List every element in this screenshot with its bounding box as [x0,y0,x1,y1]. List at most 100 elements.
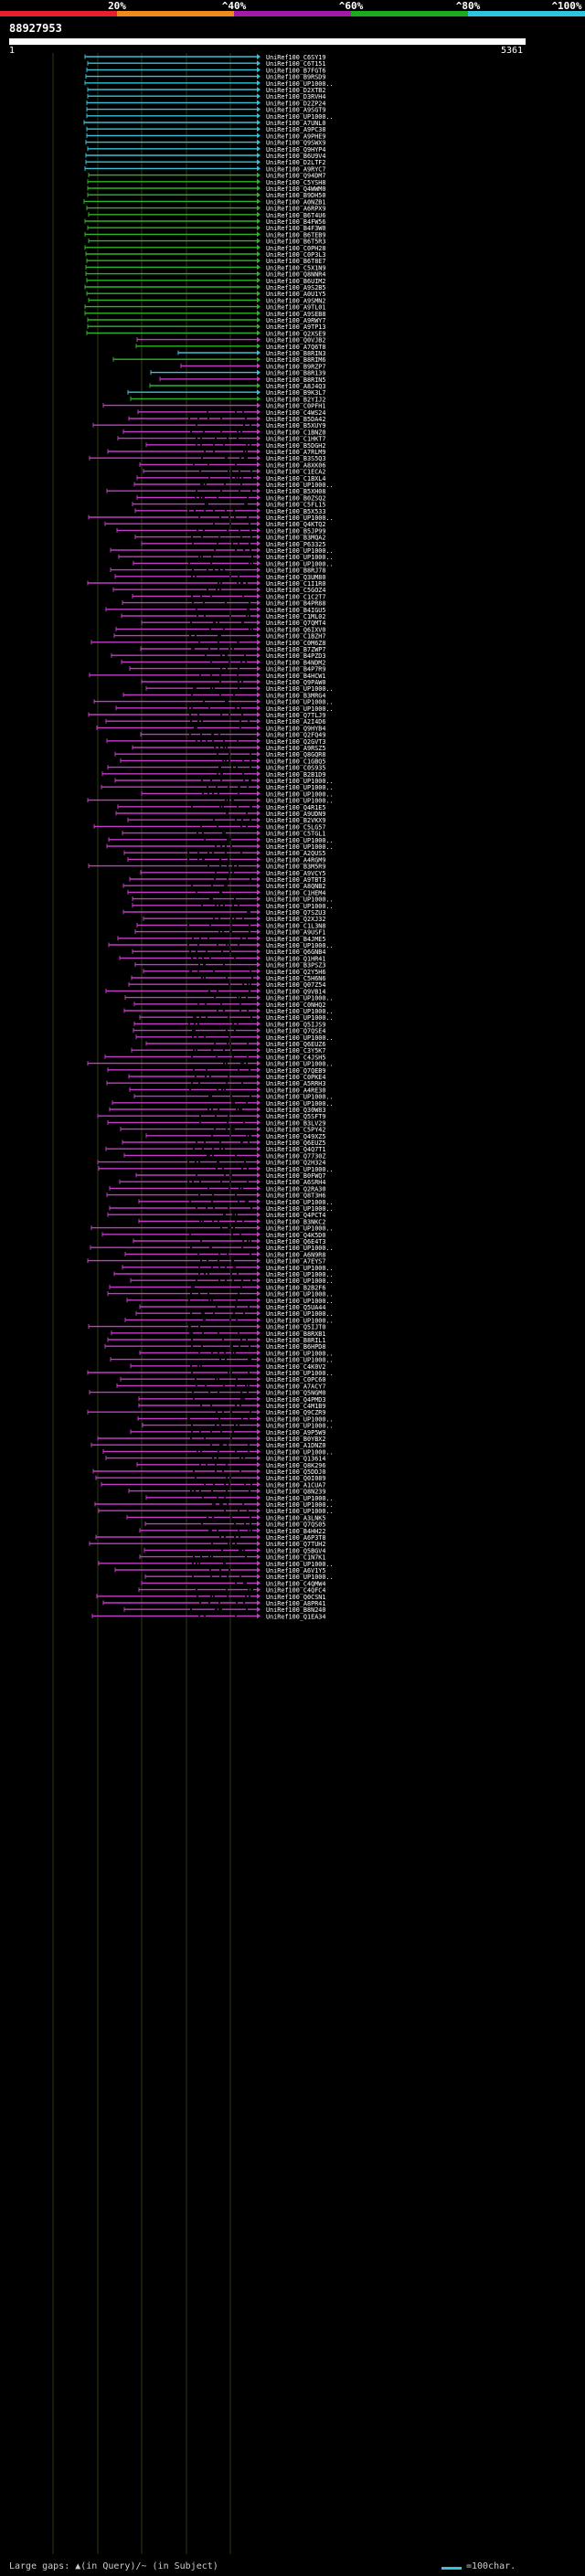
hit-label[interactable]: UniRef100_Q9VB14 [266,988,325,995]
hit-row[interactable]: UniRef100_UP1000.. [90,1224,334,1233]
hit-label[interactable]: UniRef100_C0PC60 [266,1376,325,1383]
hit-row[interactable]: UniRef100_UP1000.. [113,1271,334,1278]
hit-label[interactable]: UniRef100_Q5IJS9 [266,1021,325,1028]
hit-row[interactable]: UniRef100_UP1000.. [124,994,334,1002]
hit-label[interactable]: UniRef100_Q9HYB4 [266,725,325,732]
hit-label[interactable]: UniRef100_B3LV29 [266,1119,325,1127]
hit-row[interactable]: UniRef100_B4FW56 [84,218,325,226]
hit-row[interactable]: UniRef100_B8RJ78 [110,567,325,575]
hit-row[interactable]: UniRef100_B4JME5 [117,935,325,943]
hit-row[interactable]: UniRef100_A9S2B5 [84,284,325,292]
hit-label[interactable]: UniRef100_B8RIL1 [266,1337,325,1344]
hit-row[interactable]: UniRef100_C1ECA2 [143,468,325,476]
hit-row[interactable]: UniRef100_B5XH08 [106,488,325,495]
hit-label[interactable]: UniRef100_UP1000.. [266,1415,334,1423]
hit-row[interactable]: UniRef100_UP1000.. [133,1093,334,1101]
hit-row[interactable]: UniRef100_A1DNZ0 [90,1442,325,1449]
hit-label[interactable]: UniRef100_C1ML02 [266,613,325,620]
hit-row[interactable]: UniRef100_C6T151 [87,60,325,68]
hit-row[interactable]: UniRef100_UP1000.. [110,547,334,555]
hit-label[interactable]: UniRef100_UP1000.. [266,843,334,851]
hit-label[interactable]: UniRef100_D2LTF2 [266,159,325,166]
hit-label[interactable]: UniRef100_Q6E4T3 [266,1238,325,1246]
hit-row[interactable]: UniRef100_UP1000.. [144,1574,334,1581]
hit-row[interactable]: UniRef100_A6RPX9 [86,205,325,213]
hit-row[interactable]: UniRef100_UP1000.. [138,1198,334,1206]
hit-label[interactable]: UniRef100_C6T151 [266,60,325,68]
hit-row[interactable]: UniRef100_Q5BGV4 [144,1547,325,1554]
hit-row[interactable]: UniRef100_Q4R1E5 [117,803,325,811]
hit-row[interactable]: UniRef100_A9RSZ5 [132,745,325,752]
hit-row[interactable]: UniRef100_A9PC38 [86,126,325,133]
hit-row[interactable]: UniRef100_P63325 [141,540,325,548]
hit-row[interactable]: UniRef100_B6T5R3 [88,238,325,246]
hit-label[interactable]: UniRef100_UP1000.. [266,1008,334,1015]
hit-label[interactable]: UniRef100_UP1000.. [266,482,334,489]
hit-label[interactable]: UniRef100_A9P5W9 [266,1429,325,1436]
hit-row[interactable]: UniRef100_Q9PAW0 [141,679,325,686]
hit-row[interactable]: UniRef100_A7EYS7 [87,1257,325,1266]
hit-row[interactable]: UniRef100_A4RE30 [129,1087,325,1094]
hit-row[interactable]: UniRef100_UP1000.. [133,482,334,489]
hit-row[interactable]: UniRef100_Q5IJT0 [88,1323,325,1331]
hit-row[interactable]: UniRef100_Q2FQ49 [140,731,325,739]
hit-label[interactable]: UniRef100_A7Q6T8 [266,344,325,351]
hit-row[interactable]: UniRef100_UP1000.. [108,836,334,844]
hit-label[interactable]: UniRef100_B4PR88 [266,600,325,608]
hit-row[interactable]: UniRef100_UP1000.. [109,1205,334,1213]
hit-row[interactable]: UniRef100_B8R139 [150,369,325,377]
hit-label[interactable]: UniRef100_UP1000.. [266,1574,334,1581]
hit-label[interactable]: UniRef100_Q9SWX9 [266,140,325,147]
hit-label[interactable]: UniRef100_Q6IXV0 [266,626,325,633]
hit-label[interactable]: UniRef100_B6T5R3 [266,239,325,246]
hit-label[interactable]: UniRef100_A0NZB1 [266,198,325,206]
hit-row[interactable]: UniRef100_Q4K5D0 [101,1231,325,1239]
hit-label[interactable]: UniRef100_Q4KTQ2 [266,521,325,528]
hit-label[interactable]: UniRef100_Q2XSE9 [266,330,325,337]
hit-row[interactable]: UniRef100_A9TL01 [84,303,325,312]
hit-label[interactable]: UniRef100_Q9HYP4 [266,146,325,154]
hit-label[interactable]: UniRef100_Q6GNB4 [266,949,325,956]
hit-row[interactable]: UniRef100_A3LNK5 [126,1514,325,1521]
hit-label[interactable]: UniRef100_B2B2F6 [266,1284,325,1291]
hit-label[interactable]: UniRef100_B4IGU5 [266,607,325,614]
hit-row[interactable]: UniRef100_Q9HYP4 [87,145,325,154]
hit-label[interactable]: UniRef100_A7EYS7 [266,1258,325,1266]
hit-label[interactable]: UniRef100_Q7TLJ9 [266,712,325,719]
hit-label[interactable]: UniRef100_UP1000.. [266,1350,334,1357]
hit-label[interactable]: UniRef100_A3LNK5 [266,1514,325,1521]
hit-row[interactable]: UniRef100_A0U1Y5 [86,291,325,298]
hit-label[interactable]: UniRef100_C1I1R0 [266,580,325,588]
hit-label[interactable]: UniRef100_A2QUS5 [266,850,325,857]
hit-label[interactable]: UniRef100_B6T8E7 [266,258,325,265]
hit-row[interactable]: UniRef100_Q13614 [105,1455,325,1463]
hit-row[interactable]: UniRef100_Q2Y5H6 [143,968,325,976]
hit-label[interactable]: UniRef100_C4QMW4 [266,1580,325,1587]
hit-label[interactable]: UniRef100_Q4WWM0 [266,186,325,193]
hit-label[interactable]: UniRef100_Q2Y5H6 [266,969,325,976]
hit-row[interactable]: UniRef100_A8PR41 [102,1600,325,1607]
hit-label[interactable]: UniRef100_B5XUY9 [266,422,325,429]
hit-row[interactable]: UniRef100_A9SMN2 [88,297,325,304]
hit-row[interactable]: UniRef100_A8J4Q3 [149,383,325,390]
hit-label[interactable]: UniRef100_C0M6Z8 [266,640,325,647]
hit-row[interactable]: UniRef100_Q5DDJ0 [92,1468,325,1476]
hit-label[interactable]: UniRef100_UP1000.. [266,790,334,798]
hit-label[interactable]: UniRef100_UP1000.. [266,1357,334,1364]
hit-label[interactable]: UniRef100_UP1000.. [266,1265,334,1272]
hit-label[interactable]: UniRef100_A9SEB8 [266,311,325,318]
hit-label[interactable]: UniRef100_B0ZSQ2 [266,494,325,502]
hit-row[interactable]: UniRef100_D2ZP24 [86,100,325,107]
hit-label[interactable]: UniRef100_UP1000.. [266,560,334,567]
hit-row[interactable]: UniRef100_Q4KTQ2 [104,521,325,528]
hit-row[interactable]: UniRef100_Q1HR41 [119,955,325,962]
hit-row[interactable]: UniRef100_C3Y5K7 [131,1047,325,1055]
hit-label[interactable]: UniRef100_A4RGM9 [266,856,325,864]
hit-label[interactable]: UniRef100_B4HCW1 [266,673,325,680]
hit-label[interactable]: UniRef100_UP1000.. [266,699,334,706]
hit-row[interactable]: UniRef100_B3NKC2 [138,1218,325,1225]
hit-label[interactable]: UniRef100_Q1HR41 [266,955,325,962]
hit-row[interactable]: UniRef100_A6P3T8 [95,1534,325,1542]
hit-row[interactable]: UniRef100_D2LTF2 [85,159,325,166]
hit-row[interactable]: UniRef100_Q5IJS9 [133,1021,325,1028]
